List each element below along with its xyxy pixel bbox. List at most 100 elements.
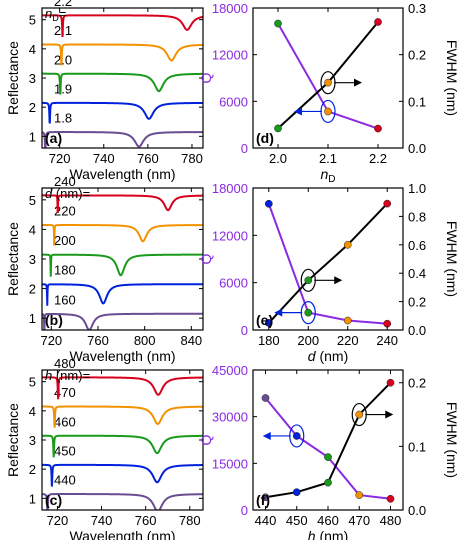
series-label-460: 460	[54, 414, 76, 429]
fwhm-point	[374, 18, 382, 26]
series-label-480: 480	[54, 356, 76, 371]
fwhm-point	[383, 199, 392, 208]
x-tick-label: 450	[286, 513, 308, 528]
y-right-axis-label: FWHM (nm)	[444, 40, 460, 116]
x-axis-label: nD	[320, 166, 335, 185]
spectrum-panel-b: 160 180 200 220 240 720 760 800 840 1 2 3 4 5 Waveleng…	[5, 174, 204, 364]
fwhm-point	[343, 240, 352, 249]
scatter-panel-f: 440 450 460 470 480 0 15000 30000 45000 0.0 0.1 0.2…	[198, 363, 460, 540]
fwhm-point	[324, 78, 332, 87]
series-line-160	[42, 312, 203, 330]
y-tick-label: 5	[29, 375, 36, 390]
series-label-180: 180	[54, 263, 76, 278]
x-tick-label: 2.2	[369, 151, 387, 166]
series-label-240: 240	[54, 174, 76, 189]
y-right-axis-label: FWHM (nm)	[444, 221, 460, 297]
series-label-440: 440	[54, 473, 76, 488]
x-tick-label: 720	[40, 333, 62, 348]
x-tick-label: 220	[337, 333, 359, 348]
q-point	[264, 199, 273, 208]
x-tick-label: 720	[47, 513, 69, 528]
q-point	[304, 308, 313, 317]
y-left-tick-label: 0	[241, 503, 248, 518]
y-tick-label: 2	[29, 282, 36, 297]
series-label-2.0: 2.0	[54, 52, 72, 67]
q-arrow-head	[294, 107, 302, 116]
fwhm-arrow-head	[354, 78, 362, 87]
y-left-tick-label: 45000	[212, 363, 248, 378]
y-left-tick-label: 18000	[212, 181, 248, 196]
x-tick-label: 780	[181, 151, 203, 166]
x-tick-label: 740	[93, 151, 115, 166]
y-tick-label: 4	[29, 42, 36, 57]
series-line-180	[42, 283, 203, 306]
q-point	[343, 316, 352, 325]
x-tick-label: 2.1	[319, 151, 337, 166]
plot-frame	[252, 187, 404, 331]
x-tick-label: 2.0	[269, 151, 287, 166]
q-point	[324, 453, 332, 461]
series-line-450	[42, 463, 203, 487]
y-right-tick-label: 0.6	[408, 238, 426, 253]
q-point	[261, 394, 270, 402]
y-right-tick-label: 0.3	[408, 1, 426, 16]
y-tick-label: 3	[29, 433, 36, 448]
fwhm-point	[274, 124, 282, 133]
x-tick-label: 240	[376, 333, 398, 348]
y-left-tick-label: 6000	[219, 276, 248, 291]
series-line-2.0	[42, 72, 203, 95]
y-left-tick-label: 0	[241, 141, 248, 156]
series-line-200	[42, 253, 203, 277]
q-point	[292, 432, 301, 440]
y-tick-label: 3	[29, 252, 36, 267]
q-point	[374, 124, 382, 133]
fwhm-arrow-head	[385, 410, 394, 419]
series-line-2.2	[42, 14, 203, 38]
y-right-tick-label: 0.0	[408, 323, 426, 338]
series-line-1.8	[42, 131, 203, 148]
y-tick-label: 3	[29, 71, 36, 86]
series-label-1.9: 1.9	[54, 81, 72, 96]
fwhm-point	[292, 488, 301, 497]
y-tick-label: 1	[29, 491, 36, 506]
y-right-tick-label: 1.0	[408, 181, 426, 196]
fwhm-point	[324, 478, 332, 487]
panel-label: (a)	[45, 130, 62, 146]
parameter-label: h (nm)=	[45, 368, 90, 383]
x-axis-label: h (nm)	[308, 528, 348, 540]
y-left-tick-label: 15000	[212, 456, 248, 471]
y-tick-label: 5	[29, 193, 36, 208]
y-left-tick-label: 12000	[212, 228, 248, 243]
y-right-tick-label: 0.2	[408, 48, 426, 63]
y-tick-label: 2	[29, 100, 36, 115]
q-arrow-head	[262, 431, 271, 440]
fwhm-arrow-head	[334, 276, 343, 285]
x-tick-label: 760	[137, 151, 159, 166]
y-right-tick-label: 0.4	[408, 266, 426, 281]
y-left-axis-label: Q	[198, 434, 214, 445]
series-line-470	[42, 405, 203, 428]
y-right-tick-label: 0.2	[408, 376, 426, 391]
x-tick-label: 740	[91, 513, 113, 528]
x-tick-label: 200	[297, 333, 319, 348]
x-tick-label: 760	[87, 333, 109, 348]
fwhm-point	[304, 276, 313, 285]
fwhm-point	[355, 410, 364, 419]
panel-label: (e)	[256, 312, 273, 328]
y-right-axis-label: FWHM (nm)	[444, 402, 460, 478]
y-right-tick-label: 0.1	[408, 94, 426, 109]
series-line-480	[42, 376, 203, 400]
x-tick-label: 480	[380, 513, 402, 528]
series-line-460	[42, 434, 203, 458]
x-tick-label: 180	[258, 333, 280, 348]
y-right-tick-label: 0.0	[408, 503, 426, 518]
q-point	[386, 494, 395, 503]
panel-label: (c)	[45, 492, 62, 508]
y-tick-label: 1	[29, 311, 36, 326]
panel-label: (d)	[256, 130, 274, 146]
y-left-tick-label: 30000	[212, 410, 248, 425]
y-tick-label: 4	[29, 404, 36, 419]
series-line-240	[42, 194, 203, 214]
